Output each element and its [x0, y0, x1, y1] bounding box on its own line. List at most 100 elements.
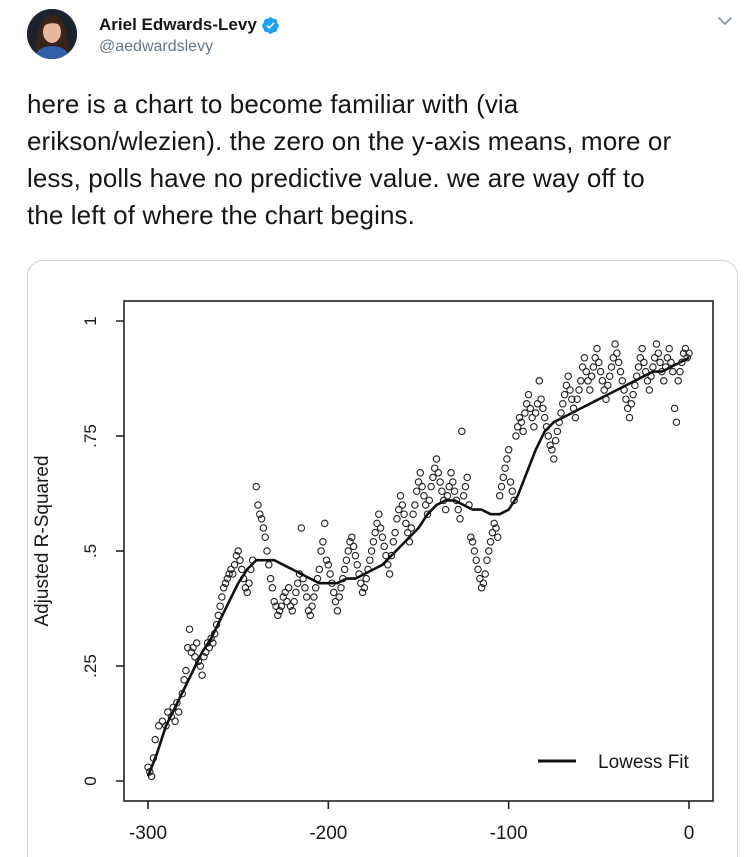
data-point: [256, 510, 264, 518]
axes-layer: 0 .25 .5 .75 1 -300 -200 -100 0: [81, 316, 694, 844]
data-point: [423, 510, 432, 518]
data-point: [380, 542, 388, 551]
data-point: [324, 561, 333, 569]
data-point: [564, 372, 572, 380]
data-point: [400, 510, 408, 518]
data-point: [216, 602, 224, 610]
data-point: [494, 533, 502, 541]
data-point: [209, 639, 217, 647]
data-point: [393, 515, 401, 523]
data-point: [360, 584, 369, 592]
author-name[interactable]: Ariel Edwards-Levy: [99, 15, 257, 34]
data-point: [326, 570, 334, 578]
data-point: [526, 404, 535, 413]
data-point: [382, 551, 390, 560]
data-point: [394, 505, 403, 514]
avatar-photo: [27, 9, 77, 59]
data-point: [618, 377, 627, 385]
data-point: [540, 413, 549, 422]
data-point: [495, 492, 504, 500]
data-point: [436, 478, 444, 486]
data-point: [288, 607, 297, 615]
data-point: [577, 377, 585, 385]
data-point: [335, 593, 343, 601]
data-point: [254, 501, 262, 509]
data-point: [301, 584, 309, 592]
data-point: [362, 574, 370, 583]
data-point: [503, 455, 511, 463]
data-point: [447, 469, 455, 477]
lowess-fit-layer: [146, 356, 690, 777]
tweet-text-line: the left of where the chart begins.: [27, 200, 415, 230]
data-point: [512, 432, 520, 440]
data-point: [304, 607, 313, 615]
data-point: [604, 381, 612, 390]
data-point: [376, 524, 385, 532]
data-point: [481, 570, 489, 578]
data-point: [584, 377, 592, 385]
data-point: [596, 367, 605, 376]
data-point: [353, 561, 361, 569]
data-point: [207, 634, 215, 643]
data-point: [506, 478, 515, 486]
data-point: [531, 409, 540, 417]
data-point: [279, 593, 288, 601]
data-point: [198, 671, 206, 679]
data-point: [486, 538, 495, 546]
data-point: [252, 482, 260, 491]
data-point: [349, 542, 358, 551]
y-tick-label: .25: [81, 654, 100, 678]
data-point: [191, 653, 199, 661]
data-point: [164, 708, 172, 716]
data-point: [550, 455, 558, 463]
data-point: [238, 565, 246, 574]
x-tick-label: 0: [684, 823, 695, 844]
data-point: [234, 547, 242, 555]
x-tick-label: -100: [490, 823, 528, 844]
data-point: [259, 524, 268, 532]
data-point: [281, 588, 289, 597]
scatter-chart: 0 .25 .5 .75 1 -300 -200 -100 0 Adjusted R-Squar…: [32, 300, 714, 844]
data-point: [351, 551, 360, 560]
data-point: [560, 390, 569, 399]
tweet-media-chart[interactable]: 0 .25 .5 .75 1 -300 -200 -100 0 Adjusted R-Squar…: [27, 260, 738, 857]
avatar[interactable]: [27, 9, 77, 59]
data-point: [676, 367, 684, 376]
y-tick-label: 0: [81, 776, 100, 785]
data-point: [548, 446, 556, 454]
data-point: [575, 386, 583, 394]
data-point: [607, 363, 616, 371]
data-point: [315, 565, 324, 574]
data-point: [546, 441, 554, 449]
tweet-text-line: here is a chart to become familiar with …: [27, 89, 519, 119]
chevron-down-icon[interactable]: [716, 14, 734, 28]
data-point: [438, 487, 446, 495]
data-point: [297, 524, 306, 532]
data-point: [461, 482, 470, 491]
data-point: [474, 565, 482, 574]
data-point: [286, 602, 295, 610]
data-point: [306, 611, 315, 620]
data-point: [337, 584, 345, 592]
data-point: [656, 358, 664, 367]
data-point: [605, 372, 614, 380]
data-point: [492, 524, 500, 532]
data-point: [679, 349, 688, 357]
data-point: [623, 404, 632, 413]
data-point: [535, 377, 544, 385]
data-point: [654, 349, 663, 357]
data-point: [221, 579, 230, 587]
author-handle[interactable]: @aedwardslevy: [99, 38, 214, 55]
data-point: [192, 639, 201, 647]
data-point: [329, 588, 338, 597]
data-point: [670, 404, 679, 413]
data-point: [638, 344, 646, 353]
lowess-fit-line: [146, 356, 690, 777]
data-point: [456, 515, 464, 523]
author-name-row: Ariel Edwards-Levy: [99, 14, 280, 36]
data-point: [449, 478, 457, 486]
data-point: [384, 561, 392, 569]
data-point: [515, 413, 524, 422]
data-point: [293, 579, 302, 587]
